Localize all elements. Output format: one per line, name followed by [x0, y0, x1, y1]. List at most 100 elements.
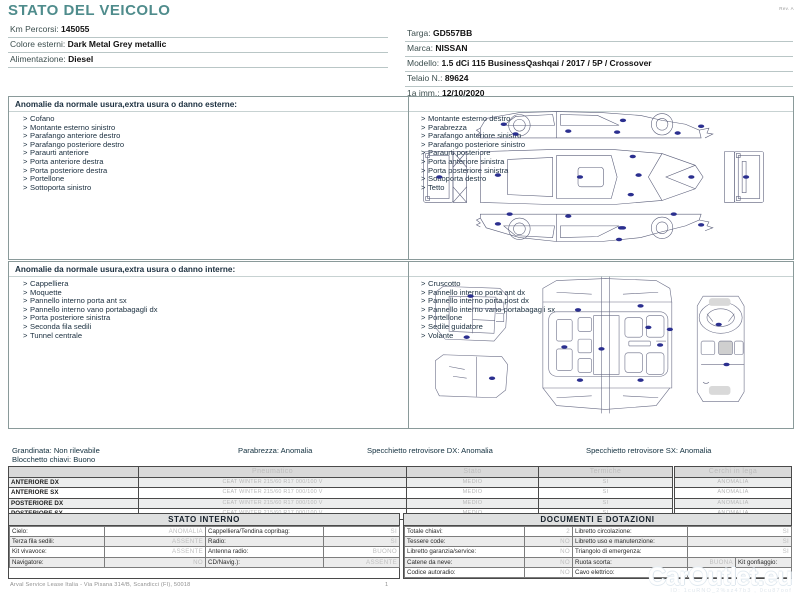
field-value: 145055 [61, 24, 90, 34]
cell-value: SI [323, 525, 400, 538]
chevron-icon: > [23, 296, 28, 306]
list-item: > Parafango anteriore destro [23, 131, 401, 141]
field-telaio: Telaio N.: 89624 [405, 72, 793, 87]
chevron-icon: > [421, 330, 426, 340]
chevron-icon: > [23, 174, 28, 184]
list-item: > Porta anteriore destra [23, 156, 401, 167]
item-label: Volante [428, 330, 454, 340]
cell-value: SI [686, 546, 793, 558]
item-label: Cofano [30, 114, 55, 123]
item-label: Porta anteriore destra [30, 156, 104, 166]
status-value: Buono [73, 455, 96, 465]
cell-value [686, 566, 793, 579]
chevron-icon: > [23, 156, 28, 166]
chevron-icon: > [421, 156, 426, 166]
item-label: Portellone [30, 174, 65, 184]
table-row: Navigatore: NO CD/Navig.): ASSENTE [9, 556, 400, 568]
list-item: > Tetto [421, 182, 793, 193]
col-stato: Stato [406, 466, 539, 478]
chevron-icon: > [23, 321, 28, 331]
item-label: Pannello interno porta ant sx [30, 296, 127, 306]
table-row: Totale chiavi: 2 Libretto circolazione: … [404, 525, 793, 538]
field-targa: Targa: GD557BB [405, 27, 793, 42]
view-trunk [435, 286, 508, 342]
list-item: > Tunnel centrale [23, 331, 401, 341]
field-modello: Modello: 1.5 dCi 115 BusinessQashqai / 2… [405, 57, 793, 72]
list-item: > Pannello interno vano portabagagli sx [421, 305, 793, 315]
footer-address: Arval Service Lease Italia - Via Pisana … [10, 582, 191, 588]
table-row: ANOMALIA [674, 487, 792, 499]
list-item: > Parafango posteriore destro [23, 139, 401, 150]
table-row: ANOMALIA [674, 497, 792, 509]
table-header-row: Pneumatico Stato Termiche [8, 466, 673, 478]
interior-damage-diagram [410, 264, 791, 426]
status-label: Specchietto retrovisore SX: [586, 446, 679, 455]
exterior-diagram-svg [423, 111, 764, 242]
table-row: POSTERIORE DX CEAT WINTER 215/60 R17 000… [8, 497, 673, 509]
table-row: Kit vivavoce: ASSENTE Antenna radio: BUO… [9, 546, 400, 558]
list-item: > Porta anteriore sinistra [421, 156, 793, 167]
alloy-wheels-table-wrap: Cerchi in lega ANOMALIA ANOMALIA ANOMALI… [674, 466, 792, 520]
chevron-icon: > [23, 131, 28, 141]
chevron-icon: > [421, 182, 426, 192]
col-pneumatico: Pneumatico [138, 466, 407, 478]
page-number: 1 [385, 582, 389, 588]
list-item: > Pannello interno vano portabagagli dx [23, 305, 401, 315]
tyres-main-table-wrap: Pneumatico Stato Termiche ANTERIORE DX C… [8, 466, 673, 520]
list-item: > Pannello interno porta ant dx [421, 287, 793, 298]
item-label: Paraurti posteriore [428, 148, 491, 158]
field-label: 1a imm.: [407, 88, 440, 98]
revision-label: Rev. A [779, 6, 794, 11]
chevron-icon: > [421, 148, 426, 158]
header-left-fields: Km Percorsi: 145055 Colore esterni: Dark… [8, 23, 388, 68]
cell-value: SI [686, 525, 793, 538]
list-item: > Parafango posteriore sinistro [421, 140, 793, 150]
field-value: NISSAN [435, 43, 468, 53]
list-item: > Sottoporta destro [421, 174, 793, 184]
chevron-icon: > [421, 313, 426, 323]
status-label: Blocchetto chiavi: [12, 455, 72, 465]
chevron-icon: > [23, 287, 28, 297]
item-label: Portellone [428, 313, 463, 323]
cell-key: Libretto garanzia/service: [404, 546, 525, 558]
chevron-icon: > [23, 122, 28, 132]
table-row: Terza fila sedili: ASSENTE Radio: SI [9, 536, 400, 548]
field-label: Modello: [407, 58, 440, 68]
interior-diagram-svg [435, 276, 745, 414]
list-item: > Volante [421, 330, 793, 341]
table-row: Tessere code: NO Libretto uso e manutenz… [404, 536, 793, 548]
cell-pneumatico: CEAT WINTER 215/60 R17 000/100 V [138, 476, 407, 488]
documenti-table: Totale chiavi: 2 Libretto circolazione: … [404, 525, 793, 579]
field-value: 12/10/2020 [441, 88, 485, 98]
list-item: > Parafango anteriore sinistro [421, 131, 793, 141]
cell-key: Navigatore: [9, 556, 105, 568]
list-item: > Moquette [23, 287, 401, 298]
col-cerchi-in-lega: Cerchi in lega [674, 466, 792, 478]
item-label: Moquette [30, 287, 62, 297]
item-label: Pannello interno porta ant dx [428, 287, 526, 297]
field-value: 1.5 dCi 115 BusinessQashqai / 2017 / 5P … [441, 58, 652, 68]
field-label: Colore esterni: [10, 39, 66, 49]
tyres-section: Pneumatico Stato Termiche ANTERIORE DX C… [8, 466, 792, 520]
chevron-icon: > [421, 131, 426, 141]
cell-key: Tessere code: [404, 536, 525, 548]
cell-key: Codice autoradio: [404, 566, 525, 579]
list-item: > Portellone [421, 314, 793, 323]
list-item: > Pannello interno porta post dx [421, 296, 793, 306]
bottom-tables: STATO INTERNO Cielo: ANOMALIA Cappellier… [8, 513, 793, 580]
page-title: STATO DEL VEICOLO [8, 2, 171, 19]
list-item: > Montante esterno sinistro [23, 122, 401, 133]
stato-interno-title: STATO INTERNO [9, 514, 399, 526]
cell-value: NO [524, 556, 573, 568]
cell-value: BUONA [687, 556, 736, 568]
cell-key: Ruota scorta: [572, 556, 688, 568]
cell-key: Libretto uso e manutenzione: [572, 536, 688, 548]
header-right-fields: Targa: GD557BB Marca: NISSAN Modello: 1.… [405, 27, 793, 102]
cell-value: ANOMALIA [104, 525, 206, 538]
cell-key: Cielo: [9, 525, 105, 538]
item-label: Cruscotto [428, 279, 461, 288]
cell-key: Antenna radio: [205, 546, 324, 558]
cell-value: SI [686, 536, 793, 548]
item-label: Parafango posteriore destro [30, 139, 125, 149]
cell-key: Radio: [205, 536, 324, 548]
